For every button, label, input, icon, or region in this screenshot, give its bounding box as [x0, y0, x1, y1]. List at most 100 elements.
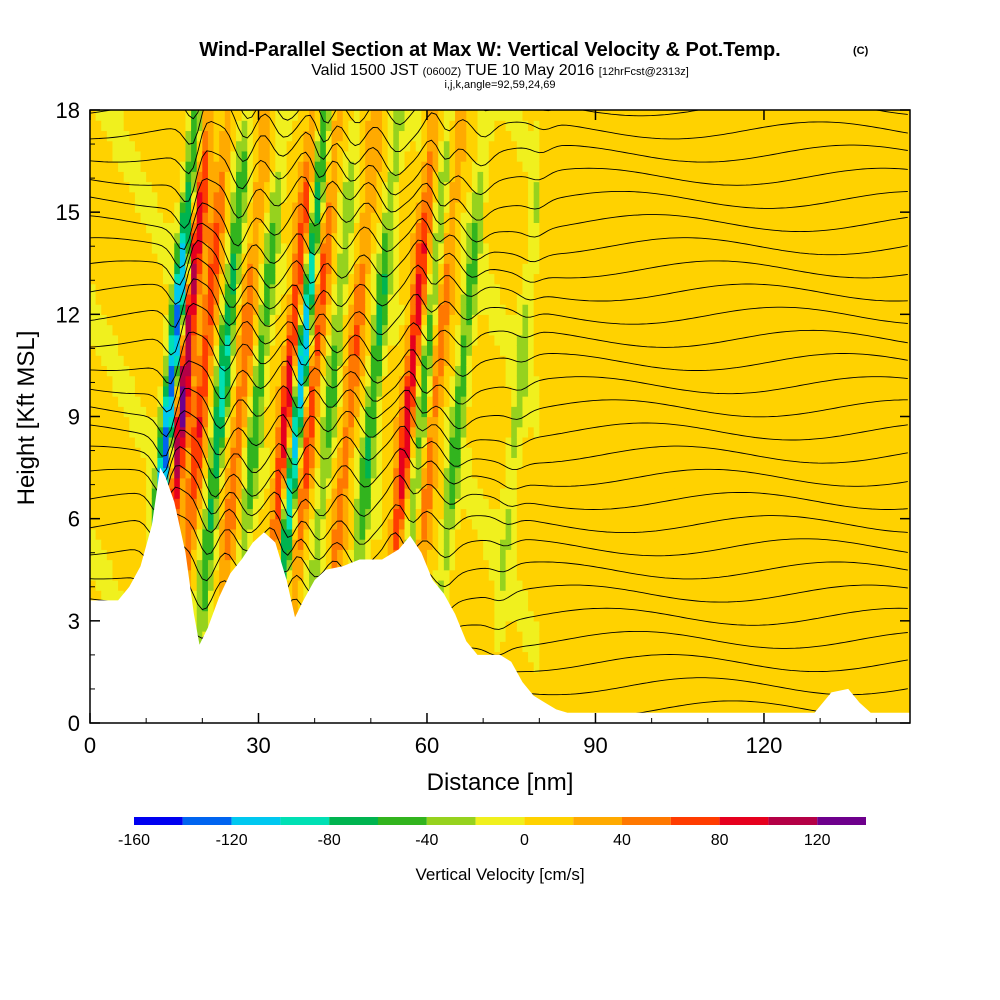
velocity-cell	[438, 457, 445, 469]
velocity-cell	[185, 324, 192, 336]
velocity-cell	[292, 293, 299, 305]
velocity-cell	[528, 631, 535, 642]
velocity-cell	[241, 355, 248, 367]
velocity-cell	[224, 467, 232, 479]
velocity-cell	[123, 293, 130, 305]
velocity-cell	[500, 181, 507, 193]
velocity-cell	[516, 120, 524, 132]
velocity-cell	[185, 528, 192, 540]
velocity-cell	[365, 120, 372, 132]
velocity-cell	[213, 416, 220, 428]
velocity-cell	[292, 304, 299, 315]
velocity-cell	[455, 447, 462, 458]
velocity-cell	[309, 396, 316, 407]
velocity-cell	[146, 508, 153, 520]
velocity-cell	[438, 416, 445, 428]
velocity-cell	[432, 569, 439, 581]
velocity-cell	[516, 569, 524, 581]
velocity-cell	[174, 436, 181, 448]
velocity-cell	[202, 416, 209, 428]
velocity-cell	[320, 498, 327, 510]
velocity-cell	[292, 242, 299, 254]
velocity-cell	[550, 498, 557, 510]
velocity-cell	[202, 201, 209, 213]
velocity-cell	[353, 365, 361, 377]
velocity-cell	[241, 539, 248, 550]
velocity-cell	[168, 355, 175, 367]
velocity-cell	[539, 590, 546, 601]
velocity-cell	[179, 355, 187, 367]
velocity-cell	[303, 406, 310, 418]
velocity-cell	[95, 181, 102, 193]
velocity-cell	[286, 579, 293, 591]
velocity-cell	[337, 273, 344, 285]
velocity-cell	[449, 232, 456, 244]
velocity-cell	[264, 467, 271, 479]
velocity-cell	[393, 191, 400, 203]
velocity-cell	[393, 436, 400, 448]
velocity-cell	[224, 396, 232, 407]
velocity-cell	[230, 416, 237, 428]
velocity-cell	[438, 242, 445, 254]
velocity-cell	[219, 130, 226, 142]
velocity-cell	[353, 508, 361, 520]
velocity-cell	[331, 242, 338, 254]
velocity-cell	[174, 426, 181, 438]
velocity-cell	[516, 661, 524, 673]
velocity-cell	[505, 651, 512, 663]
velocity-cell	[353, 201, 361, 213]
velocity-cell	[123, 222, 130, 234]
velocity-cell	[297, 518, 305, 530]
velocity-cell	[140, 161, 147, 172]
velocity-cell	[247, 161, 254, 172]
velocity-cell	[387, 314, 394, 326]
velocity-cell	[370, 110, 378, 121]
velocity-cell	[297, 212, 305, 223]
velocity-cell	[320, 181, 327, 193]
velocity-cell	[118, 110, 125, 121]
velocity-cell	[303, 212, 310, 223]
velocity-cell	[275, 304, 282, 315]
velocity-cell	[297, 110, 305, 121]
velocity-cell	[449, 426, 456, 438]
velocity-cell	[404, 191, 411, 203]
velocity-cell	[415, 161, 422, 172]
velocity-cell	[129, 232, 136, 244]
velocity-cell	[337, 518, 344, 530]
velocity-cell	[415, 508, 422, 520]
velocity-cell	[488, 385, 495, 397]
velocity-cell	[516, 334, 524, 346]
velocity-cell	[252, 365, 260, 377]
velocity-cell	[370, 365, 378, 377]
velocity-cell	[269, 263, 276, 275]
velocity-cell	[342, 447, 349, 458]
velocity-cell	[415, 396, 422, 407]
velocity-cell	[292, 569, 299, 581]
velocity-cell	[353, 253, 361, 264]
velocity-cell	[544, 569, 552, 581]
velocity-cell	[471, 508, 479, 520]
velocity-cell	[544, 549, 552, 561]
velocity-cell	[185, 253, 192, 264]
velocity-cell	[123, 559, 130, 571]
velocity-cell	[359, 426, 366, 438]
velocity-cell	[106, 120, 114, 132]
velocity-cell	[191, 161, 198, 172]
velocity-cell	[292, 140, 299, 152]
velocity-cell	[207, 590, 215, 601]
velocity-cell	[449, 385, 456, 397]
velocity-cell	[90, 467, 97, 479]
velocity-cell	[264, 150, 271, 162]
velocity-cell	[292, 406, 299, 418]
velocity-cell	[398, 488, 406, 499]
velocity-cell	[393, 242, 400, 254]
velocity-cell	[466, 600, 473, 612]
velocity-cell	[252, 171, 260, 183]
velocity-cell	[286, 191, 293, 203]
velocity-cell	[202, 406, 209, 418]
velocity-cell	[544, 161, 552, 172]
velocity-cell	[264, 528, 271, 540]
velocity-cell	[134, 365, 142, 377]
velocity-cell	[471, 263, 479, 275]
velocity-cell	[410, 396, 417, 407]
